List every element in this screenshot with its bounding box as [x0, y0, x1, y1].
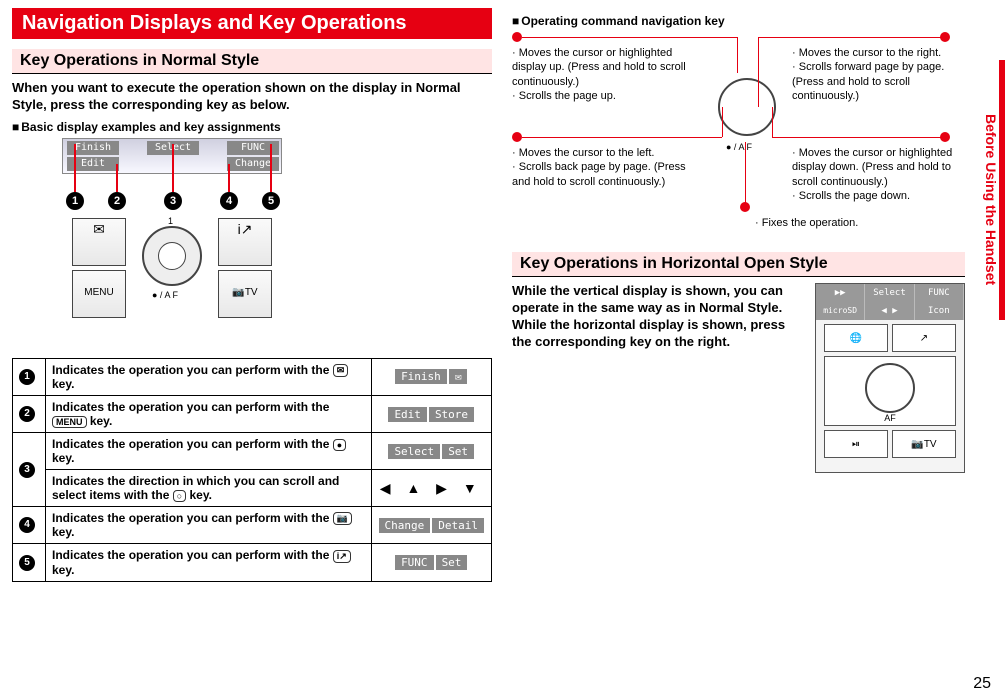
key-cam: 📷TV	[218, 270, 272, 318]
navkey-diagram: ● / A F Moves the cursor or highlighted …	[512, 32, 972, 252]
section1-intro: When you want to execute the operation s…	[12, 80, 492, 114]
callout-1: 1	[66, 192, 84, 210]
table-row: 5 Indicates the operation you can perfor…	[13, 544, 492, 581]
table-row: 1 Indicates the operation you can perfor…	[13, 358, 492, 395]
horizontal-phone-graphic: ▶▶SelectFUNC microSD◀ ▶Icon 🌐↗ ⏯📷TV	[815, 283, 965, 473]
navkey-down-text: Moves the cursor or highlighted display …	[792, 146, 972, 203]
side-mark	[999, 60, 1005, 320]
navkey-up-text: Moves the cursor or highlighted display …	[512, 46, 692, 103]
table-row: 4 Indicates the operation you can perfor…	[13, 507, 492, 544]
callout-2: 2	[108, 192, 126, 210]
table-row: Indicates the direction in which you can…	[13, 470, 492, 507]
key-menu: MENU	[72, 270, 126, 318]
table-row: 3 Indicates the operation you can perfor…	[13, 433, 492, 470]
key-ir: i↗	[218, 218, 272, 266]
keypad-diagram: Finish Select FUNC Edit Change 1 2 3 4 5…	[42, 138, 322, 348]
page-number: 25	[973, 675, 991, 693]
navkey-right-text: Moves the cursor to the right.Scrolls fo…	[792, 46, 972, 103]
table-row: 2 Indicates the operation you can perfor…	[13, 396, 492, 433]
section1-sub: Basic display examples and key assignmen…	[12, 120, 492, 134]
navkey-left-text: Moves the cursor to the left.Scrolls bac…	[512, 146, 692, 189]
page-title: Navigation Displays and Key Operations	[12, 8, 492, 39]
navkey-sub: Operating command navigation key	[512, 14, 965, 28]
side-tab: Before Using the Handset	[977, 50, 999, 350]
operations-table: 1 Indicates the operation you can perfor…	[12, 358, 492, 582]
key-mail: ✉	[72, 218, 126, 266]
callout-5: 5	[262, 192, 280, 210]
navkey-center-text: Fixes the operation.	[755, 216, 955, 230]
callout-4: 4	[220, 192, 238, 210]
dpad: 1 ● / A F	[134, 218, 210, 318]
callout-3: 3	[164, 192, 182, 210]
section2-header: Key Operations in Horizontal Open Style	[512, 252, 965, 277]
section1-header: Key Operations in Normal Style	[12, 49, 492, 74]
